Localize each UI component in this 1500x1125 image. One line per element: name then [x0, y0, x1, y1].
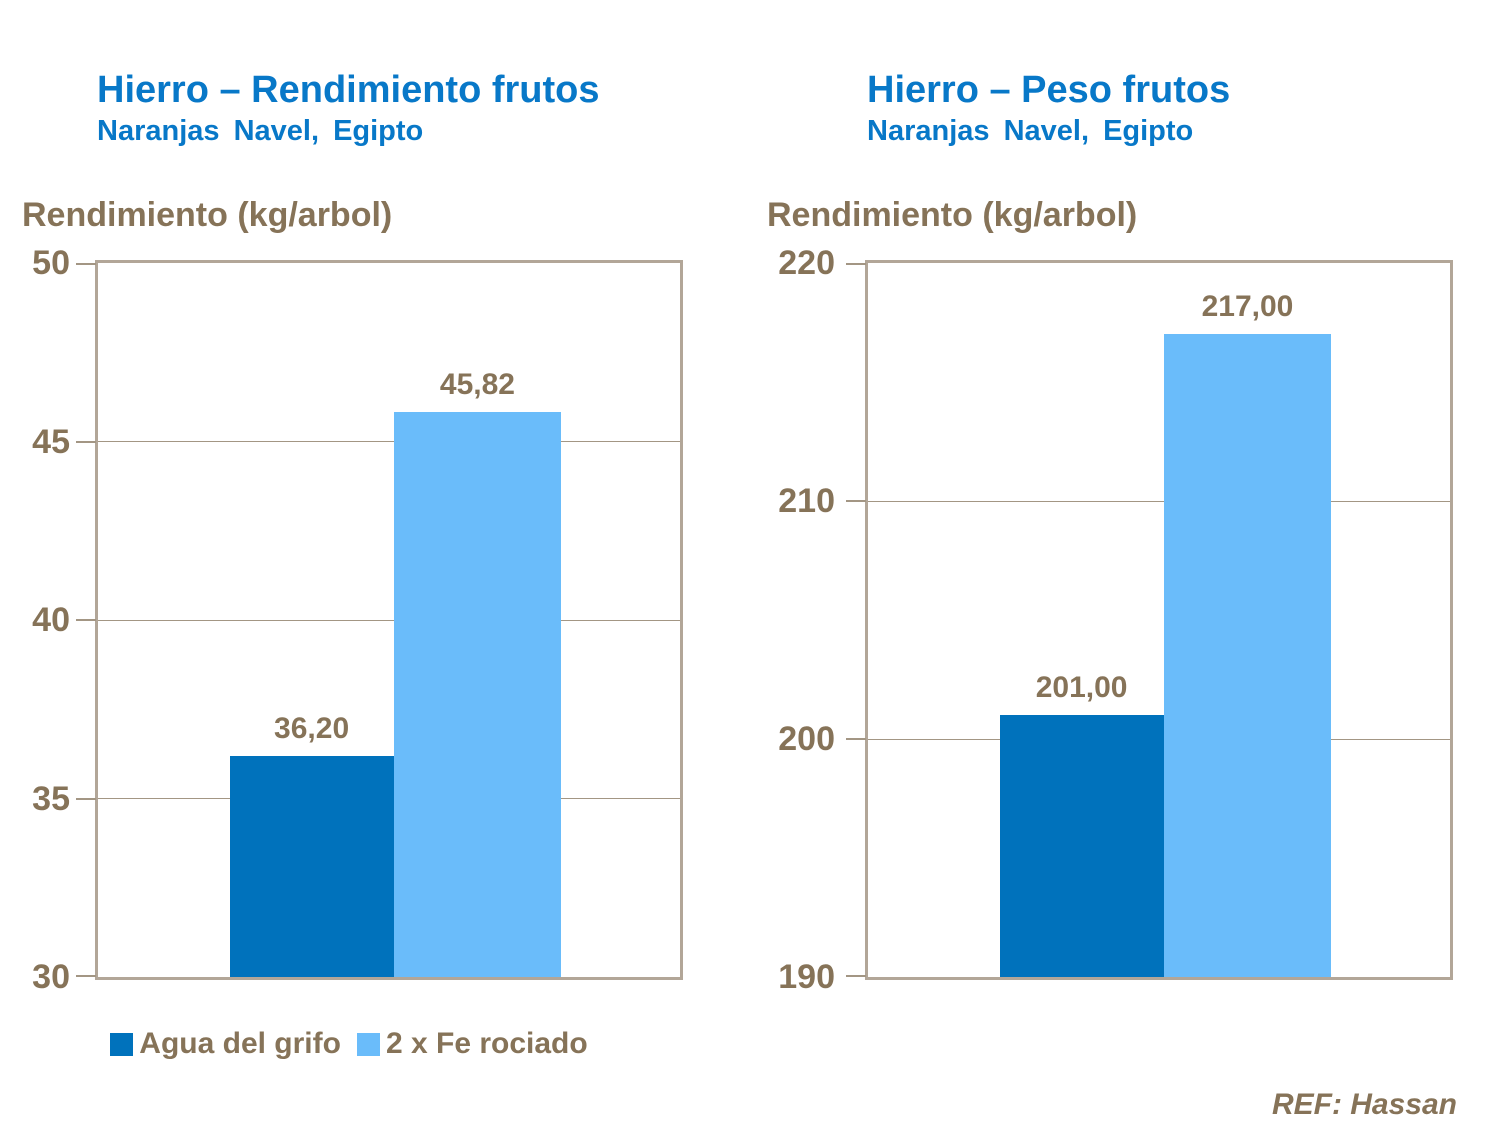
bar-value-label: 36,20: [274, 711, 350, 745]
gridline: [98, 619, 680, 621]
y-tick-mark: [76, 797, 96, 800]
y-axis-title: Rendimiento (kg/arbol): [22, 196, 393, 234]
gridline: [868, 500, 1450, 502]
y-tick-mark: [76, 263, 96, 265]
legend-swatch-2-x-fe-rociado: [356, 1032, 380, 1056]
y-tick-label: 30: [32, 958, 70, 996]
plot-area: 201,00 217,00: [846, 260, 1453, 980]
y-tick-label: 50: [32, 244, 70, 282]
y-tick-label: 190: [778, 958, 835, 996]
bar-agua-del-grifo: [999, 715, 1164, 977]
plot-area: 36,20 45,82: [76, 260, 683, 980]
y-tick-mark: [76, 440, 96, 443]
chart-title: Hierro – Rendimiento frutos: [97, 69, 600, 111]
y-tick-label: 40: [32, 601, 70, 639]
reference-label: REF: Hassan: [1271, 1088, 1457, 1121]
y-axis-ticks: 190 200 210 220: [735, 244, 835, 996]
legend-label: Agua del grifo: [139, 1027, 341, 1060]
legend-item: Agua del grifo: [110, 1027, 341, 1061]
y-tick-mark: [846, 263, 866, 265]
bar-2-x-fe-rociado: [1163, 334, 1332, 977]
chart-subtitle: Naranjas Navel, Egipto: [97, 115, 424, 147]
y-tick-mark: [846, 738, 866, 740]
y-tick-mark: [76, 619, 96, 621]
bar-value-label: 217,00: [1201, 290, 1294, 324]
y-axis-title: Rendimiento (kg/arbol): [767, 196, 1138, 234]
y-tick-label: 35: [32, 779, 70, 818]
gridline: [98, 441, 680, 442]
chart-title: Hierro – Peso frutos: [867, 69, 1231, 111]
y-tick-label: 200: [778, 720, 835, 758]
y-tick-label: 220: [778, 244, 835, 282]
y-tick-mark: [846, 975, 866, 977]
chart-subtitle: Naranjas Navel, Egipto: [867, 115, 1194, 147]
y-axis-ticks: 30 35 40 45 50: [0, 244, 70, 996]
legend-item: 2 x Fe rociado: [356, 1027, 588, 1061]
y-tick-label: 210: [778, 482, 835, 520]
legend-swatch-agua-del-grifo: [110, 1032, 134, 1056]
y-tick-mark: [76, 975, 96, 977]
legend-label: 2 x Fe rociado: [385, 1027, 588, 1060]
bar-value-label: 201,00: [1035, 671, 1128, 705]
bar-agua-del-grifo: [229, 755, 394, 977]
y-tick-mark: [846, 500, 866, 502]
legend: Agua del grifo 2 x Fe rociado: [15, 1020, 683, 1068]
bar-value-label: 45,82: [439, 368, 515, 402]
bar-2-x-fe-rociado: [393, 412, 562, 977]
y-tick-label: 45: [32, 422, 70, 461]
